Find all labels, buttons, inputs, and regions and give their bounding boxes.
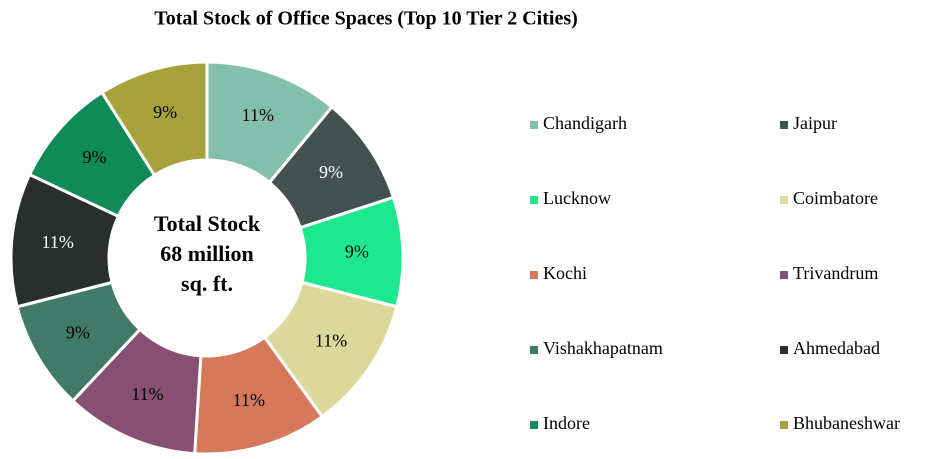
legend-swatch [530,421,538,429]
center-label: sq. ft. [181,271,233,296]
legend-swatch [780,421,788,429]
legend-label: Kochi [543,263,587,283]
data-label: 11% [233,390,265,410]
legend-label: Trivandrum [793,263,878,283]
legend-label: Ahmedabad [793,338,880,358]
center-label: 68 million [160,241,254,266]
legend-swatch [780,271,788,279]
legend-label: Bhubaneshwar [793,413,900,433]
legend-swatch [780,346,788,354]
legend-swatch [780,196,788,204]
data-label: 11% [131,384,163,404]
legend-swatch [780,121,788,129]
legend-swatch [530,346,538,354]
legend-label: Jaipur [793,113,837,133]
data-label: 9% [319,162,343,182]
data-label: 11% [315,330,347,350]
data-label: 9% [66,322,90,342]
donut-segment [99,60,209,178]
legend-label: Lucknow [543,188,611,208]
data-label: 9% [345,241,369,261]
legend-label: Indore [543,413,590,433]
legend-swatch [530,271,538,279]
data-label: 9% [153,102,177,122]
legend-label: Vishakhapatnam [543,338,663,358]
center-label: Total Stock [154,211,261,236]
chart-title: Total Stock of Office Spaces (Top 10 Tie… [154,8,578,30]
data-label: 9% [82,147,106,167]
legend-label: Coimbatore [793,188,878,208]
legend-swatch [530,196,538,204]
data-label: 11% [242,105,274,125]
data-label: 11% [42,232,74,252]
legend-label: Chandigarh [543,113,627,133]
legend-swatch [530,121,538,129]
